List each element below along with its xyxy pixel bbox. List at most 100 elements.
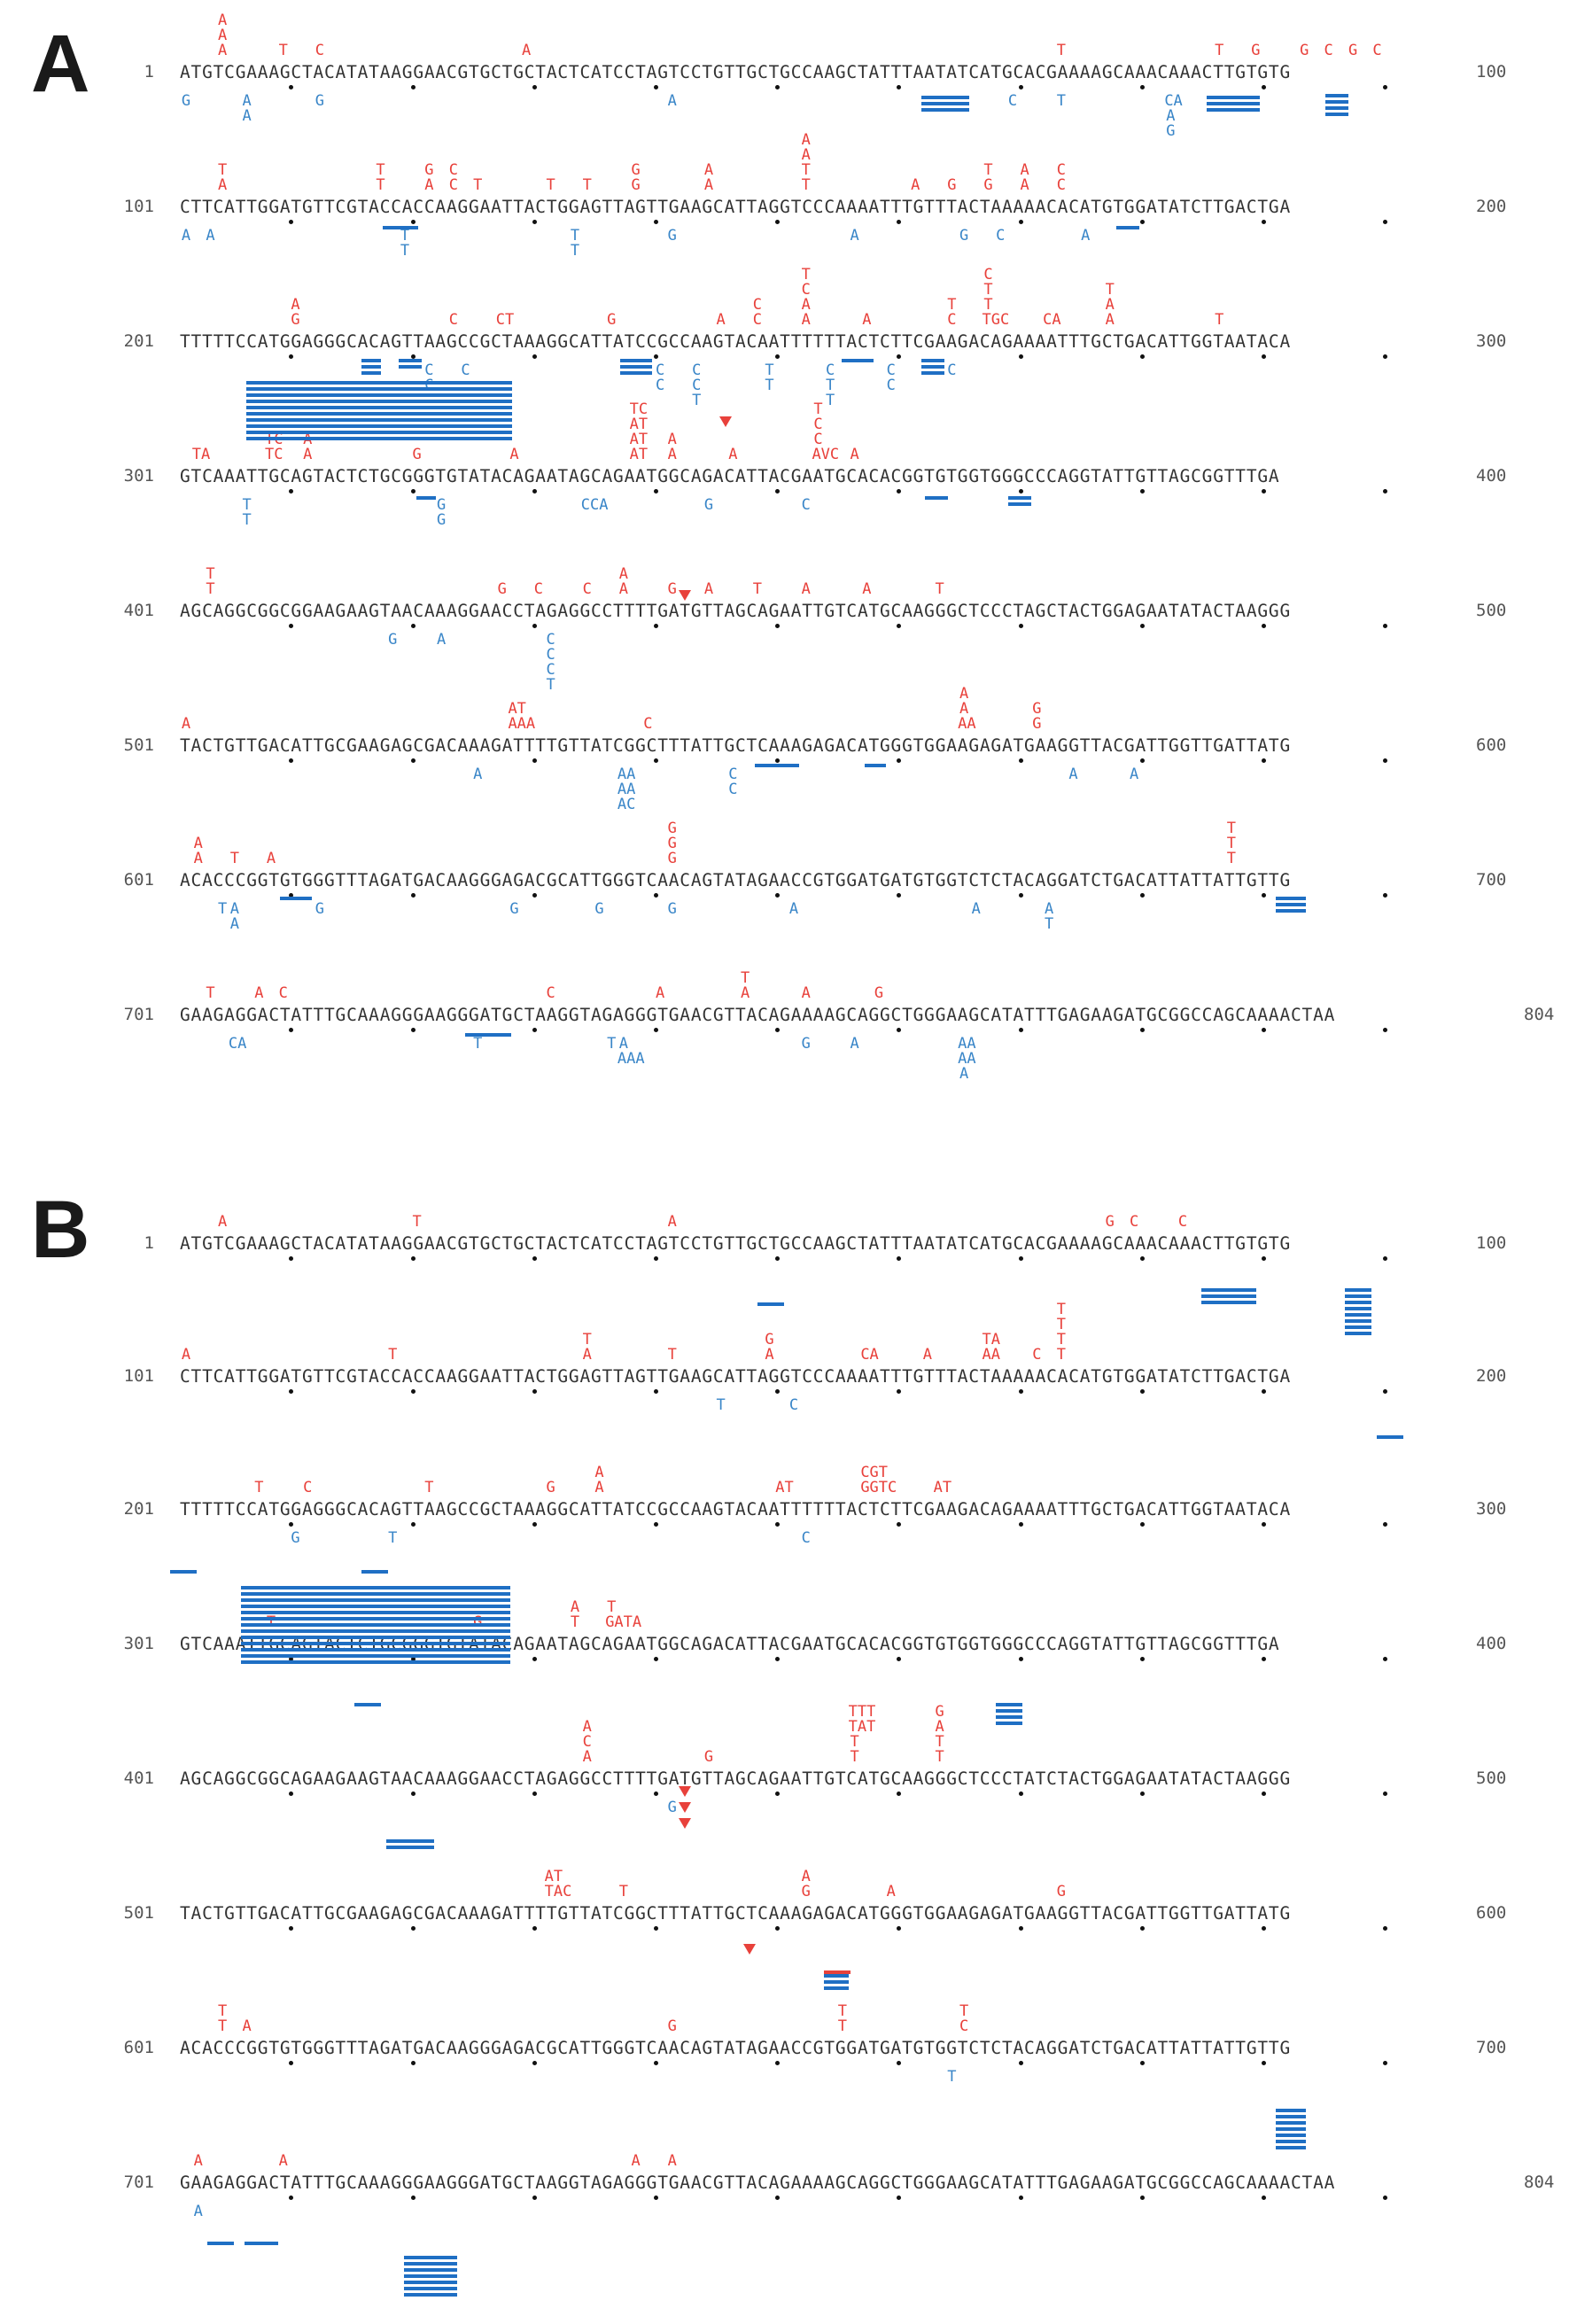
sequence-row: 401 AGCAGGCGGCGGAAGAAGTAACAAAGGAACCTAGAGG… (0, 567, 1569, 693)
read-coverage-bar (404, 2256, 457, 2299)
insertion-mark: A C A (582, 1718, 592, 1766)
tick-dot (532, 624, 537, 628)
tick-dot (1139, 85, 1145, 89)
insertion-mark: G (947, 176, 957, 194)
bar-line (241, 1598, 510, 1602)
deletion-mark: C C C T (546, 631, 555, 694)
read-coverage-bar (361, 359, 381, 377)
insertion-mark: T (546, 176, 555, 194)
tick-dot (289, 758, 294, 763)
insertion-mark: G G (1032, 700, 1042, 733)
tick-dot (775, 489, 781, 494)
insertion-mark: A (278, 2152, 288, 2170)
tick-dot (289, 2196, 294, 2200)
filled-triangle-icon (743, 1944, 756, 1955)
tick-marks (180, 893, 1402, 902)
bar-line (404, 2274, 457, 2278)
insertion-mark: A (181, 715, 191, 733)
tick-dot (1139, 1389, 1145, 1394)
tick-dot (532, 2061, 537, 2065)
tick-dot (1383, 1256, 1388, 1261)
read-coverage-bar (921, 359, 944, 377)
tick-dot (532, 893, 537, 898)
tick-dot (1018, 1256, 1023, 1261)
read-coverage-bar (755, 764, 799, 770)
deletion-mark: A (1068, 766, 1078, 783)
tick-dot (410, 1522, 416, 1527)
tick-dot (410, 220, 416, 224)
insertion-mark: T T T T (1056, 1301, 1066, 1364)
bar-line (1325, 100, 1348, 104)
tick-marks (180, 758, 1402, 767)
deletion-mark: C (947, 361, 957, 379)
sequence-row: 101 CTTCATTGGATGTTCGTACCACCAAGGAATTACTGGA… (0, 133, 1569, 259)
tick-dot (897, 1256, 902, 1261)
read-coverage-bar (1325, 94, 1348, 119)
deletion-mark: A (436, 631, 447, 649)
bar-line (280, 897, 312, 900)
tick-dot (775, 354, 781, 359)
tick-marks (180, 2061, 1402, 2070)
tick-dot (289, 1657, 294, 1661)
deletion-mark: G (509, 900, 519, 918)
bar-line (925, 496, 948, 500)
bar-line (1276, 2115, 1306, 2118)
tick-dot (897, 354, 902, 359)
row-start-position: 201 (123, 1499, 154, 1519)
insertion-mark: T T (206, 565, 215, 598)
bar-line (755, 764, 799, 767)
insertion-mark: A (801, 984, 811, 1002)
tick-dot (654, 1926, 659, 1931)
sequence-text: GAAGAGGACTATTTGCAAAGGGAAGGGATGCTAAGGTAGA… (180, 1005, 1336, 1025)
tick-dot (654, 2061, 659, 2065)
insertion-mark: T (412, 1213, 422, 1231)
tick-dot (532, 1028, 537, 1032)
panel-label-b: B (31, 1185, 90, 1275)
deletion-mark: CA (228, 1035, 247, 1053)
tick-dot (1383, 2061, 1388, 2065)
tick-dot (775, 758, 781, 763)
tick-dot (1139, 220, 1145, 224)
deletion-mark: G (315, 92, 325, 110)
tick-dot (897, 758, 902, 763)
tick-dot (654, 1522, 659, 1527)
deletion-mark: C C T (692, 361, 702, 409)
insertion-mark: A T (570, 1598, 580, 1631)
bar-line (620, 365, 652, 369)
bar-line (416, 496, 436, 500)
tick-dot (1262, 758, 1267, 763)
tick-marks (180, 2196, 1402, 2204)
insertion-mark: A (266, 850, 276, 867)
tick-dot (532, 1657, 537, 1661)
insertion-mark: T C (959, 2002, 969, 2035)
bar-line (824, 1980, 849, 1984)
insertion-mark: TA AA (982, 1331, 1000, 1364)
tick-dot (532, 220, 537, 224)
insertion-mark: G A T T (935, 1703, 944, 1766)
sequence-row: 201 TTTTTCCATGGAGGGCACAGTTAAGCCGCTAAAGGCA… (0, 1465, 1569, 1546)
tick-dot (410, 893, 416, 898)
bar-line (757, 1302, 784, 1306)
tick-dot (1262, 1256, 1267, 1261)
tick-dot (410, 758, 416, 763)
insertion-mark: G (546, 1479, 555, 1496)
deletion-mark: A A (229, 900, 239, 933)
sequence-text: ATGTCGAAAGCTACATATAAGGAACGTGCTGCTACTCATC… (180, 62, 1291, 82)
sequence-row: 201 TTTTTCCATGGAGGGCACAGTTAAGCCGCTAAAGGCA… (0, 268, 1569, 408)
insertion-mark: A (922, 1346, 933, 1364)
tick-marks (180, 1256, 1402, 1265)
bar-line (620, 371, 652, 375)
tick-dot (1018, 85, 1023, 89)
tick-dot (1383, 1657, 1388, 1661)
insertion-mark: G (667, 580, 677, 598)
insertion-mark: A (886, 1883, 896, 1900)
insertion-mark: A (801, 580, 811, 598)
row-end-position: 700 (1476, 870, 1507, 890)
tick-dot (410, 1926, 416, 1931)
sequence-row: 501 TACTGTTGACATTGCGAAGAGCGACAAAGATTTTGTT… (0, 687, 1569, 812)
row-end-position: 500 (1476, 1768, 1507, 1788)
bar-line (1008, 496, 1031, 500)
bar-line (1207, 108, 1260, 112)
bar-line (207, 2242, 234, 2245)
tick-dot (654, 1028, 659, 1032)
